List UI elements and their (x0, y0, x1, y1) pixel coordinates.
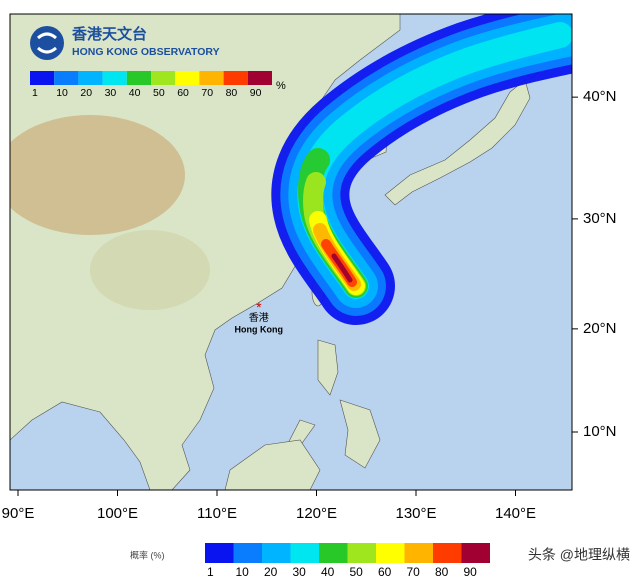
legend-swatch (175, 71, 200, 85)
legend-label: 1 (207, 565, 214, 579)
lat-tick-label: 30°N (583, 210, 617, 227)
lon-tick-label: 130°E (395, 505, 436, 522)
legend-swatch (54, 71, 79, 85)
legend-label: 80 (435, 565, 449, 579)
legend-swatch (223, 71, 248, 85)
legend-label: 80 (226, 87, 238, 99)
lon-tick-label: 100°E (97, 505, 138, 522)
legend-swatch (102, 71, 127, 85)
watermark: 头条 @地理纵横 (528, 547, 630, 563)
hk-label-en: Hong Kong (235, 325, 284, 335)
probability-swath (271, 14, 572, 325)
map (10, 14, 572, 490)
borneo (224, 439, 321, 490)
legend-label: 50 (350, 565, 364, 579)
legend-swatch (126, 71, 151, 85)
legend-swatch (78, 71, 103, 85)
lon-tick-label: 90°E (2, 505, 35, 522)
legend-bottom: 概率 (%) 1 10 20 30 40 50 60 70 80 90 (130, 543, 490, 579)
legend-label: 30 (293, 565, 307, 579)
legend-swatch (404, 543, 433, 563)
legend-label: 40 (321, 565, 335, 579)
lon-tick-label: 140°E (495, 505, 536, 522)
plateau (10, 115, 185, 235)
legend-swatch (376, 543, 405, 563)
legend-top: % 1 10 20 30 40 50 60 70 80 90 (30, 71, 286, 99)
legend-label: 40 (129, 87, 141, 99)
legend-label: 70 (407, 565, 421, 579)
logo-icon (30, 26, 64, 60)
legend-swatch (290, 543, 319, 563)
legend-label: 10 (236, 565, 250, 579)
legend-swatch (205, 543, 234, 563)
lat-tick-label: 10°N (583, 423, 617, 440)
org-name-zh: 香港天文台 (72, 25, 147, 43)
legend-swatch (199, 71, 224, 85)
legend-label: 10 (56, 87, 68, 99)
logo-icon-mark (37, 32, 57, 54)
legend-label: 20 (80, 87, 92, 99)
org-name-en: HONG KONG OBSERVATORY (72, 46, 220, 58)
legend-label: 90 (464, 565, 478, 579)
legend-swatch (262, 543, 291, 563)
logo: 香港天文台 HONG KONG OBSERVATORY (30, 25, 220, 60)
legend-title: 概率 (%) (130, 549, 165, 560)
hk-star: * (256, 299, 262, 315)
map-frame (9, 13, 573, 491)
legend-label: 60 (177, 87, 189, 99)
legend-unit: % (276, 80, 286, 92)
legend-label: 50 (153, 87, 165, 99)
swath-band (331, 253, 353, 283)
highland (90, 230, 210, 310)
hk-label-zh: 香港 (249, 312, 269, 324)
legend-label: 30 (105, 87, 117, 99)
legend-swatch (151, 71, 176, 85)
legend-swatch (247, 71, 272, 85)
legend-swatch (347, 543, 376, 563)
lat-tick-label: 20°N (583, 320, 617, 337)
lat-tick-label: 40°N (583, 88, 617, 105)
legend-label: 90 (250, 87, 262, 99)
legend-swatch (461, 543, 490, 563)
legend-swatch (433, 543, 462, 563)
lon-tick-label: 110°E (197, 505, 237, 522)
lon-tick-label: 120°E (296, 505, 337, 522)
legend-swatch (233, 543, 262, 563)
hk-marker: * 香港 Hong Kong (235, 299, 284, 335)
legend-swatch (319, 543, 348, 563)
legend-label: 20 (264, 565, 278, 579)
legend-label: 70 (201, 87, 213, 99)
legend-label: 1 (32, 87, 38, 99)
legend-label: 60 (378, 565, 392, 579)
legend-swatch (30, 71, 55, 85)
